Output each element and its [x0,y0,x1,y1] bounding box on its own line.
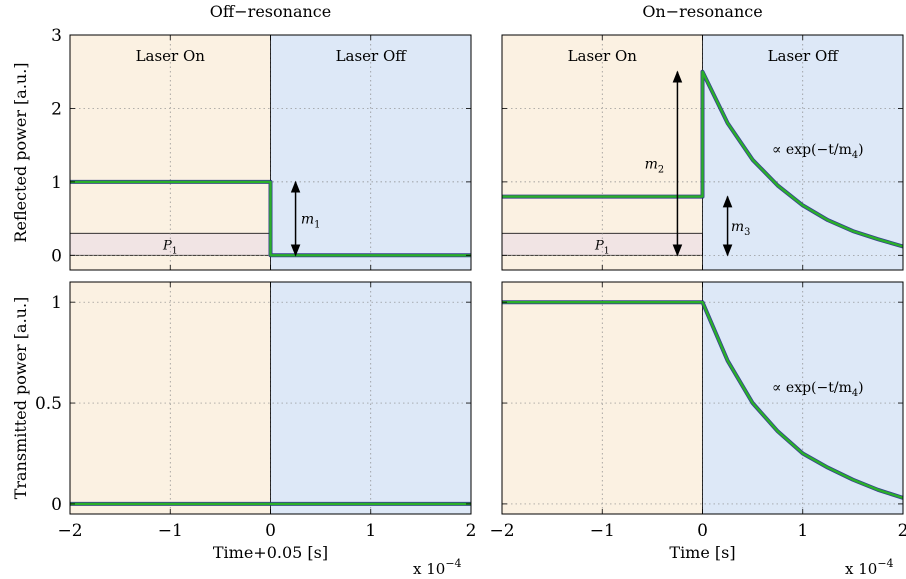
exp-decay-label-tail: ) [858,142,863,158]
p1-band-label-main: P [594,238,604,253]
x-tick-label: −1 [590,521,615,541]
region-label: Laser Off [336,47,408,65]
chart-panel-2: −2 −1 0 1 2 0 0.5 1 Transmitted power [a.u.] Time… [11,281,477,578]
x-tick-label: 1 [365,521,376,541]
x-tick-label: −2 [489,521,514,541]
x-multiplier-base: x 10 [413,560,445,578]
p1-band-label: P1 [162,238,178,256]
chart-panel-0: Laser On Laser OffP1m10123Off−resonanceRe… [11,2,472,271]
x-tick-label: 2 [898,521,906,541]
y-tick-label: 0 [51,495,62,515]
x-multiplier: x 10−4 [845,557,894,578]
exp-decay-label-main: ∝ exp(−t/m [772,380,852,396]
exp-decay-label-sub: 4 [852,150,858,161]
exp-decay-label-tail: ) [858,380,863,396]
x-axis-label: Time [s] [669,543,735,562]
x-multiplier-base: x 10 [845,560,877,578]
m-label: m3 [731,219,751,238]
fit-line [502,70,904,248]
p1-band-label: P1 [594,238,610,256]
chart-panel-3: ∝ exp(−t/m4) −2 −1 0 1 2 Time [s] x 10−4 [489,281,906,578]
exp-decay-label-main: ∝ exp(−t/m [772,142,852,158]
y-tick-label: 2 [51,99,62,119]
m-label-sub: 1 [314,220,320,231]
x-multiplier: x 10−4 [413,557,462,578]
m-label-sub: 3 [744,227,750,238]
y-axis-label: Transmitted power [a.u.] [11,297,30,500]
x-multiplier-exponent: −4 [877,557,893,570]
chart-title: On−resonance [642,2,762,21]
x-tick-label: 0 [265,521,276,541]
m-label-main: m [645,157,658,173]
m-label-sub: 2 [658,165,664,176]
region-label: Laser On [568,47,638,65]
x-tick-label: 1 [797,521,808,541]
x-multiplier-exponent: −4 [445,557,461,570]
m-label-main: m [731,219,744,235]
m-label-main: m [301,212,314,228]
fit-line [70,180,471,257]
region-background [502,282,703,514]
m-label: m2 [645,157,665,176]
y-axis-label: Reflected power [a.u.] [11,62,30,242]
p1-band-label-sub: 1 [172,246,178,256]
p1-band-label-sub: 1 [604,246,610,256]
region-background [702,282,903,514]
y-tick-label: 0.5 [35,394,62,414]
chart-title: Off−resonance [210,2,331,21]
exp-decay-label-sub: 4 [852,388,858,399]
x-tick-label: −1 [158,521,183,541]
region-label: Laser Off [768,47,840,65]
y-tick-label: 3 [51,26,62,46]
exp-decay-label: ∝ exp(−t/m4) [772,142,864,161]
region-background [70,282,271,514]
region-background [270,282,471,514]
fit-line [502,301,904,500]
m-label: m1 [301,212,321,231]
p1-band-label-main: P [162,238,172,253]
y-tick-label: 1 [51,173,62,193]
x-tick-label: 2 [466,521,477,541]
x-axis-label: Time+0.05 [s] [213,543,328,562]
y-tick-label: 0 [51,246,62,266]
exp-decay-label: ∝ exp(−t/m4) [772,380,864,399]
y-tick-label: 1 [51,293,62,313]
x-tick-label: 0 [697,521,708,541]
region-label: Laser On [136,47,206,65]
x-tick-label: −2 [57,521,82,541]
